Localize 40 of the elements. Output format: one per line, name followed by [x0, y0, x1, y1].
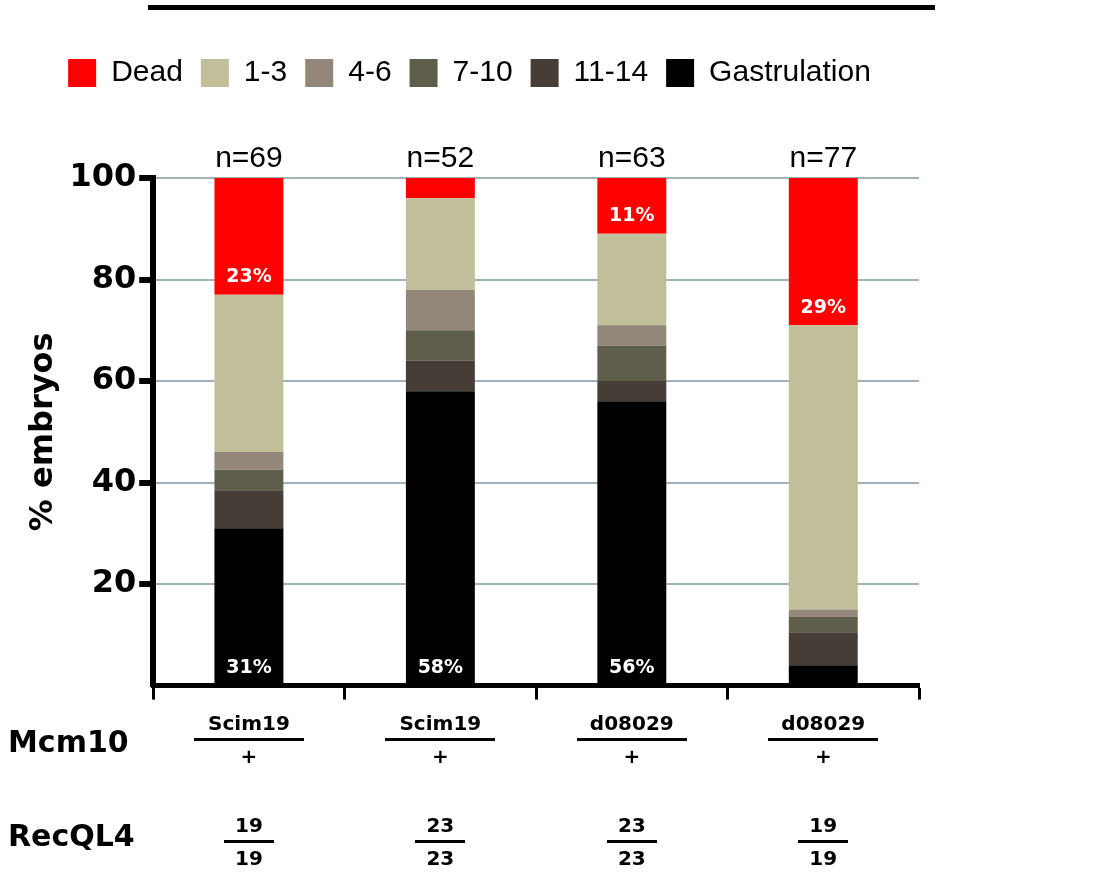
- text: Scim19: [207, 710, 291, 736]
- y-axis-title: % embryos: [21, 332, 60, 532]
- y-tick-label: 40: [91, 460, 137, 499]
- data-label: 29%: [800, 294, 847, 317]
- legend-label: 4-6: [348, 54, 392, 88]
- legend-label: 1-3: [243, 54, 288, 88]
- legend-label: Gastrulation: [709, 54, 871, 88]
- text: +: [430, 743, 450, 769]
- data-label: 23%: [226, 264, 272, 287]
- text: +: [813, 743, 833, 769]
- text: d08029: [780, 710, 867, 736]
- text: RecQL4: [8, 817, 135, 855]
- text: +: [239, 743, 259, 769]
- text: 23: [616, 812, 647, 838]
- y-tick-label: 60: [91, 359, 137, 398]
- text: Scim19: [398, 710, 483, 736]
- legend-label: 11-14: [573, 54, 649, 88]
- text: d08029: [588, 710, 675, 736]
- y-tick-label: 80: [91, 257, 137, 296]
- legend-label: Dead: [111, 54, 183, 88]
- annotation: n=77: [789, 140, 858, 174]
- y-tick-label: 20: [91, 562, 137, 601]
- text: 19: [808, 812, 839, 838]
- text: 23: [616, 845, 647, 871]
- data-label: 56%: [609, 655, 655, 678]
- text: 23: [425, 845, 456, 871]
- data-label: 31%: [226, 655, 272, 678]
- text: 19: [234, 845, 264, 871]
- y-tick-label: 100: [69, 156, 137, 195]
- annotation: n=52: [406, 140, 475, 174]
- text: +: [622, 743, 642, 769]
- text: Mcm10: [8, 723, 129, 761]
- text: 19: [234, 812, 264, 838]
- text: 19: [808, 845, 839, 871]
- text: 23: [425, 812, 456, 838]
- data-label: 11%: [609, 203, 655, 226]
- data-label: 58%: [417, 655, 464, 678]
- annotation: n=69: [215, 140, 283, 174]
- annotation: n=63: [598, 140, 666, 174]
- legend-label: 7-10: [452, 54, 513, 88]
